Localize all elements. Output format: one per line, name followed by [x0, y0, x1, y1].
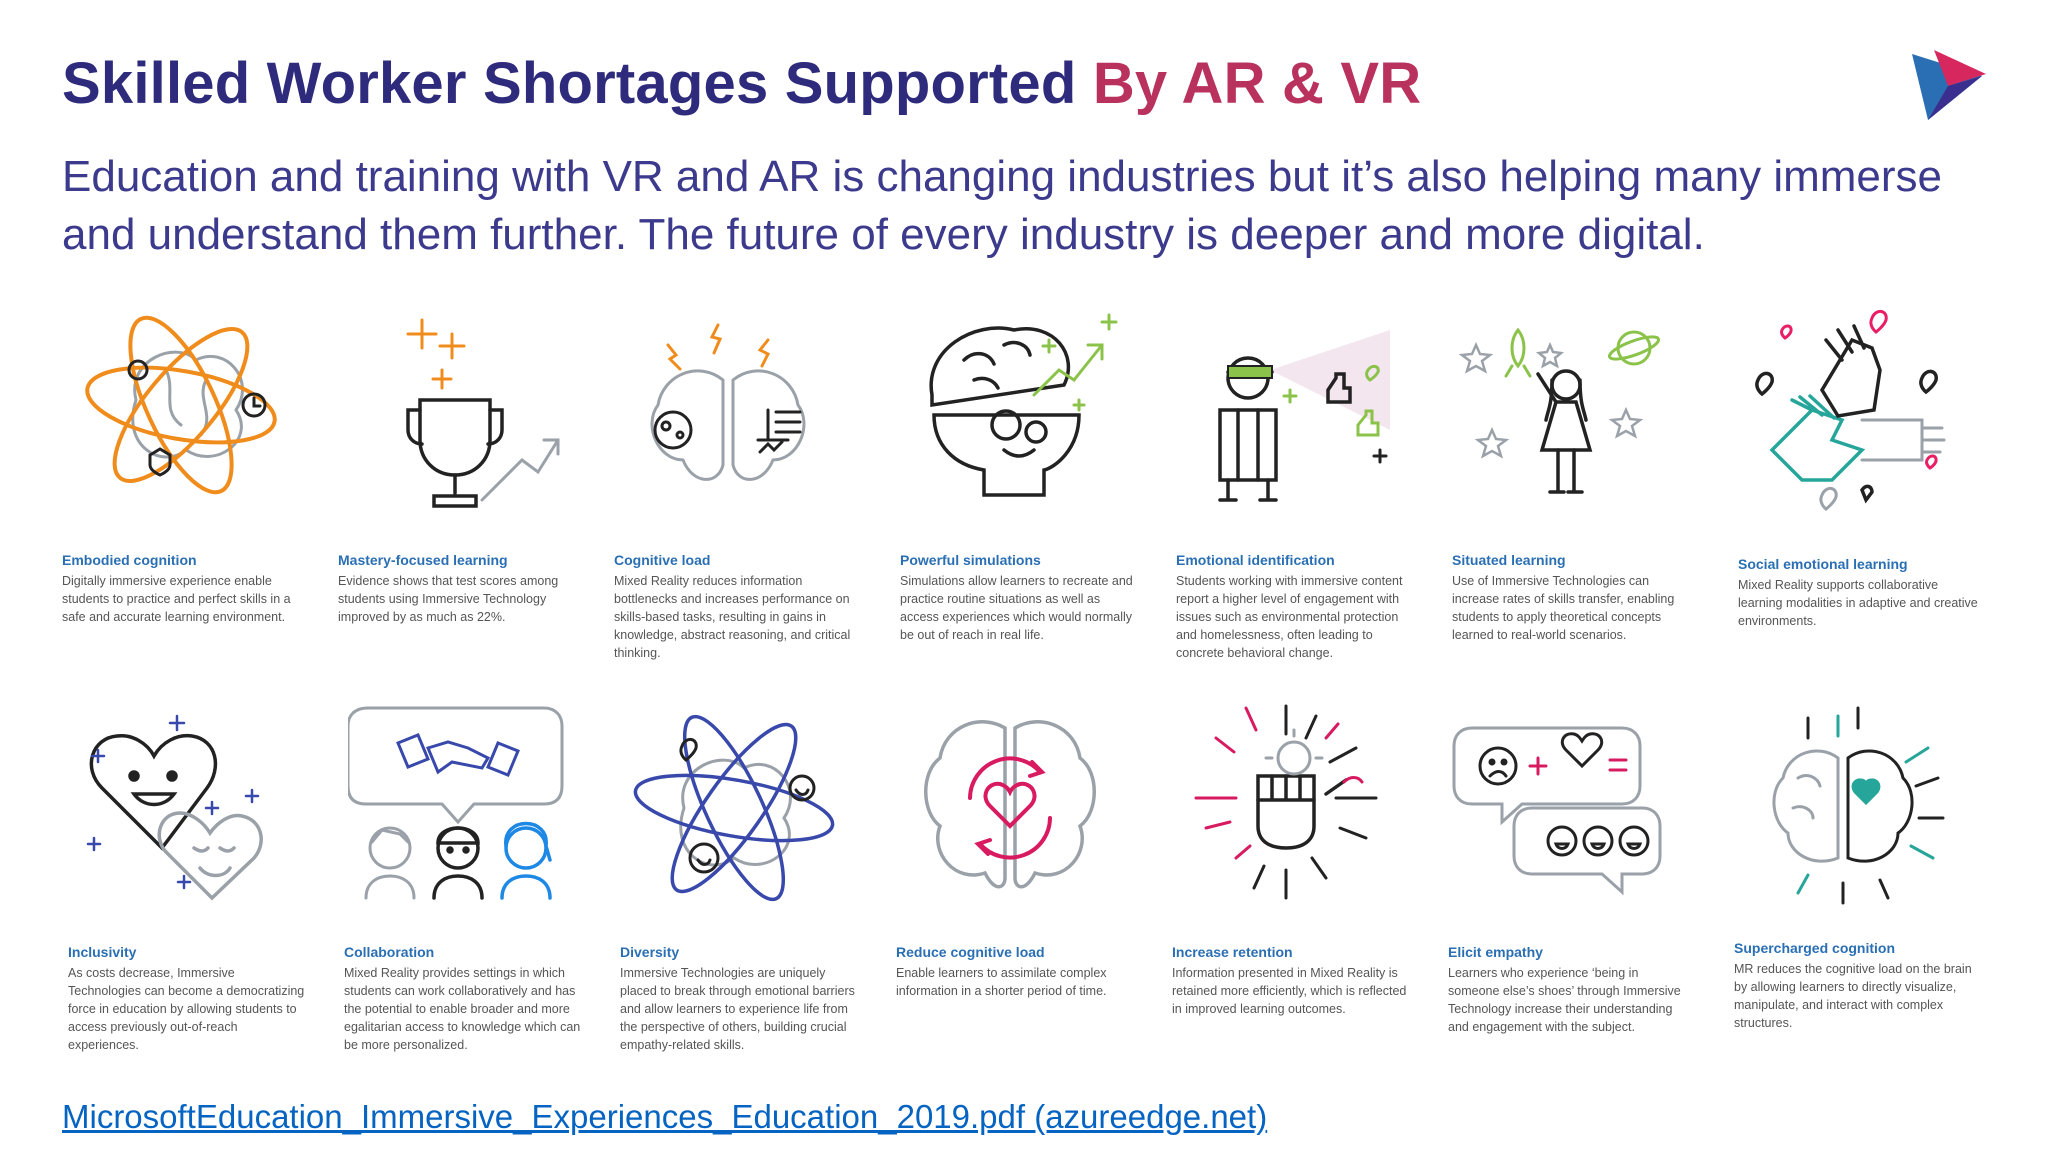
person-space-icon: [1458, 327, 1661, 494]
card-description: Information presented in Mixed Reality i…: [1172, 966, 1407, 1016]
card-title: Supercharged cognition: [1734, 940, 1896, 956]
card-description: Mixed Reality reduces information bottle…: [614, 574, 851, 660]
card-cognitive-load: Cognitive load Mixed Reality reduces inf…: [608, 300, 870, 680]
card-description: Use of Immersive Technologies can increa…: [1452, 574, 1675, 642]
card-title: Inclusivity: [68, 944, 137, 960]
card-title: Collaboration: [344, 944, 435, 960]
card-collaboration: Collaboration Mixed Reality provides set…: [338, 698, 600, 1078]
card-description: Simulations allow learners to recreate a…: [900, 574, 1133, 642]
card-title: Emotional identification: [1176, 552, 1335, 568]
stacked-hands-icon: [1755, 310, 1946, 511]
card-title: Elicit empathy: [1448, 944, 1543, 960]
card-situated-learning: Situated learning Use of Immersive Techn…: [1446, 300, 1708, 680]
card-powerful-simulations: Powerful simulations Simulations allow l…: [894, 300, 1156, 680]
card-elicit-empathy: Elicit empathy Learners who experience ‘…: [1442, 698, 1704, 1078]
brain-lightning-icon: [650, 323, 806, 481]
smiling-hearts-icon: [86, 714, 263, 901]
card-emotional-identification: Emotional identification Students workin…: [1170, 300, 1432, 680]
source-link[interactable]: MicrosoftEducation_Immersive_Experiences…: [62, 1098, 1268, 1135]
fist-burst-icon: [1194, 704, 1378, 900]
card-description: MR reduces the cognitive load on the bra…: [1734, 962, 1972, 1030]
card-reduce-cognitive-load: Reduce cognitive load Enable learners to…: [890, 698, 1152, 1078]
card-inclusivity: Inclusivity As costs decrease, Immersive…: [62, 698, 324, 1078]
card-social-emotional-learning: Social emotional learning Mixed Reality …: [1732, 300, 1994, 680]
card-diversity: Diversity Immersive Technologies are uni…: [614, 698, 876, 1078]
atom-brain-icon: [85, 315, 277, 495]
card-title: Diversity: [620, 944, 680, 960]
card-description: Students working with immersive content …: [1176, 574, 1403, 660]
card-increase-retention: Increase retention Information presented…: [1166, 698, 1428, 1078]
brand-logo-icon: [1912, 50, 1986, 120]
benefits-grid: Embodied cognition Digitally immersive e…: [56, 300, 2016, 1080]
card-embodied-cognition: Embodied cognition Digitally immersive e…: [56, 300, 318, 680]
trophy-icon: [406, 318, 560, 508]
handshake-people-icon: [348, 706, 564, 900]
card-description: Learners who experience ‘being in someon…: [1448, 966, 1681, 1034]
title-accent: By AR & VR: [1092, 51, 1422, 116]
slide-subtitle: Education and training with VR and AR is…: [62, 152, 1942, 259]
card-description: Mixed Reality supports collaborative lea…: [1738, 578, 1978, 628]
title-main: Skilled Worker Shortages Supported: [62, 51, 1093, 116]
card-description: Evidence shows that test scores among st…: [338, 574, 559, 624]
card-mastery-focused-learning: Mastery-focused learning Evidence shows …: [332, 300, 594, 680]
card-supercharged-cognition: Supercharged cognition MR reduces the co…: [1728, 698, 1990, 1078]
card-title: Powerful simulations: [900, 552, 1041, 568]
card-title: Cognitive load: [614, 552, 711, 568]
card-description: Immersive Technologies are uniquely plac…: [620, 966, 855, 1052]
open-head-gears-icon: [929, 313, 1118, 497]
card-description: Enable learners to assimilate complex in…: [896, 966, 1107, 998]
card-description: Digitally immersive experience enable st…: [62, 574, 291, 624]
card-title: Increase retention: [1172, 944, 1293, 960]
headset-person-icon: [1218, 330, 1390, 502]
orbit-brain-icon: [633, 714, 835, 902]
slide-title: Skilled Worker Shortages Supported By AR…: [62, 50, 1421, 117]
card-title: Embodied cognition: [62, 552, 197, 568]
card-description: Mixed Reality provides settings in which…: [344, 966, 581, 1052]
brain-rays-icon: [1772, 706, 1945, 905]
card-title: Social emotional learning: [1738, 556, 1908, 572]
card-title: Mastery-focused learning: [338, 552, 508, 568]
brain-heart-cycle-icon: [924, 720, 1096, 889]
card-title: Reduce cognitive load: [896, 944, 1045, 960]
card-title: Situated learning: [1452, 552, 1566, 568]
emoji-speech-bubbles-icon: [1452, 726, 1662, 896]
card-description: As costs decrease, Immersive Technologie…: [68, 966, 305, 1052]
